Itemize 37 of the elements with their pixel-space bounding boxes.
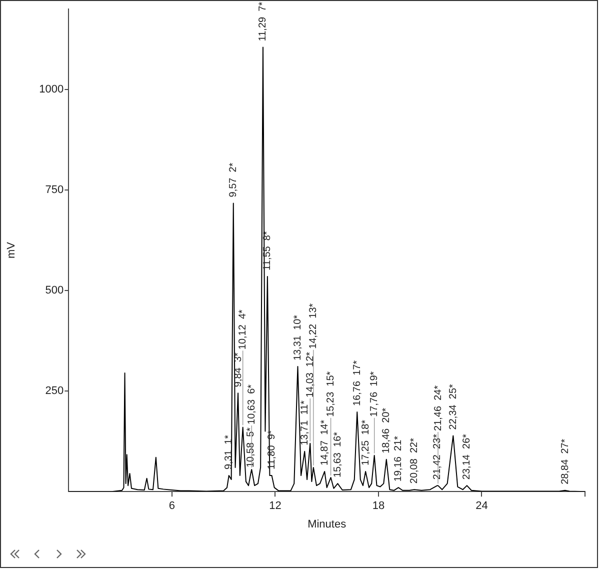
y-axis-title: mV — [6, 241, 18, 259]
annotation: 13,31 10* — [292, 314, 304, 361]
annotation: 10,58 5* — [246, 427, 257, 468]
annotation: 17,25 18* — [360, 420, 372, 466]
annotation: 14,87 14* — [319, 420, 330, 466]
annotation: 11,55 8* — [262, 231, 274, 270]
annotation: 9,31 1* — [224, 434, 235, 470]
annotation: 21,42 23* — [432, 434, 444, 480]
x-tick-label: 12 — [269, 500, 282, 512]
annotation: 15,23 15* — [326, 371, 337, 417]
annotation: 28,84 27* — [560, 438, 571, 484]
x-axis-title: Minutes — [308, 518, 347, 530]
y-tick-label: 750 — [45, 184, 64, 196]
x-tick-label: 24 — [476, 500, 488, 512]
annotation: 10,63 6* — [246, 384, 258, 424]
annotation: 20,08 22* — [409, 438, 420, 484]
annotation: 23,14 26* — [462, 434, 473, 480]
y-tick-label: 250 — [45, 385, 64, 398]
annotation: 21,46 24* — [432, 385, 444, 431]
annotation: 13,71 11* — [299, 400, 310, 446]
annotation: 11,80 9* — [266, 430, 278, 470]
annotation: 9,84 3* — [232, 352, 244, 388]
annotation: 19,16 21* — [393, 436, 404, 482]
annotation: 10,12 4* — [238, 309, 249, 350]
annotation: 17,76 19* — [369, 371, 380, 417]
annotation: 14,03 12* — [304, 352, 316, 398]
annotation: 16,76 17* — [352, 360, 363, 406]
x-tick-label: 6 — [168, 500, 175, 512]
annotation: 22,34 25* — [448, 384, 459, 430]
y-tick-label: 500 — [45, 284, 64, 297]
annotation: 11,29 7* — [258, 2, 269, 42]
annotation: 9,57 2* — [228, 162, 240, 198]
annotation: 18,46 20* — [381, 408, 392, 454]
annotation: 14,22 13* — [308, 303, 320, 349]
y-tick-label: 1000 — [39, 83, 64, 96]
x-tick-label: 18 — [372, 500, 385, 512]
annotation: 15,63 16* — [332, 432, 344, 478]
